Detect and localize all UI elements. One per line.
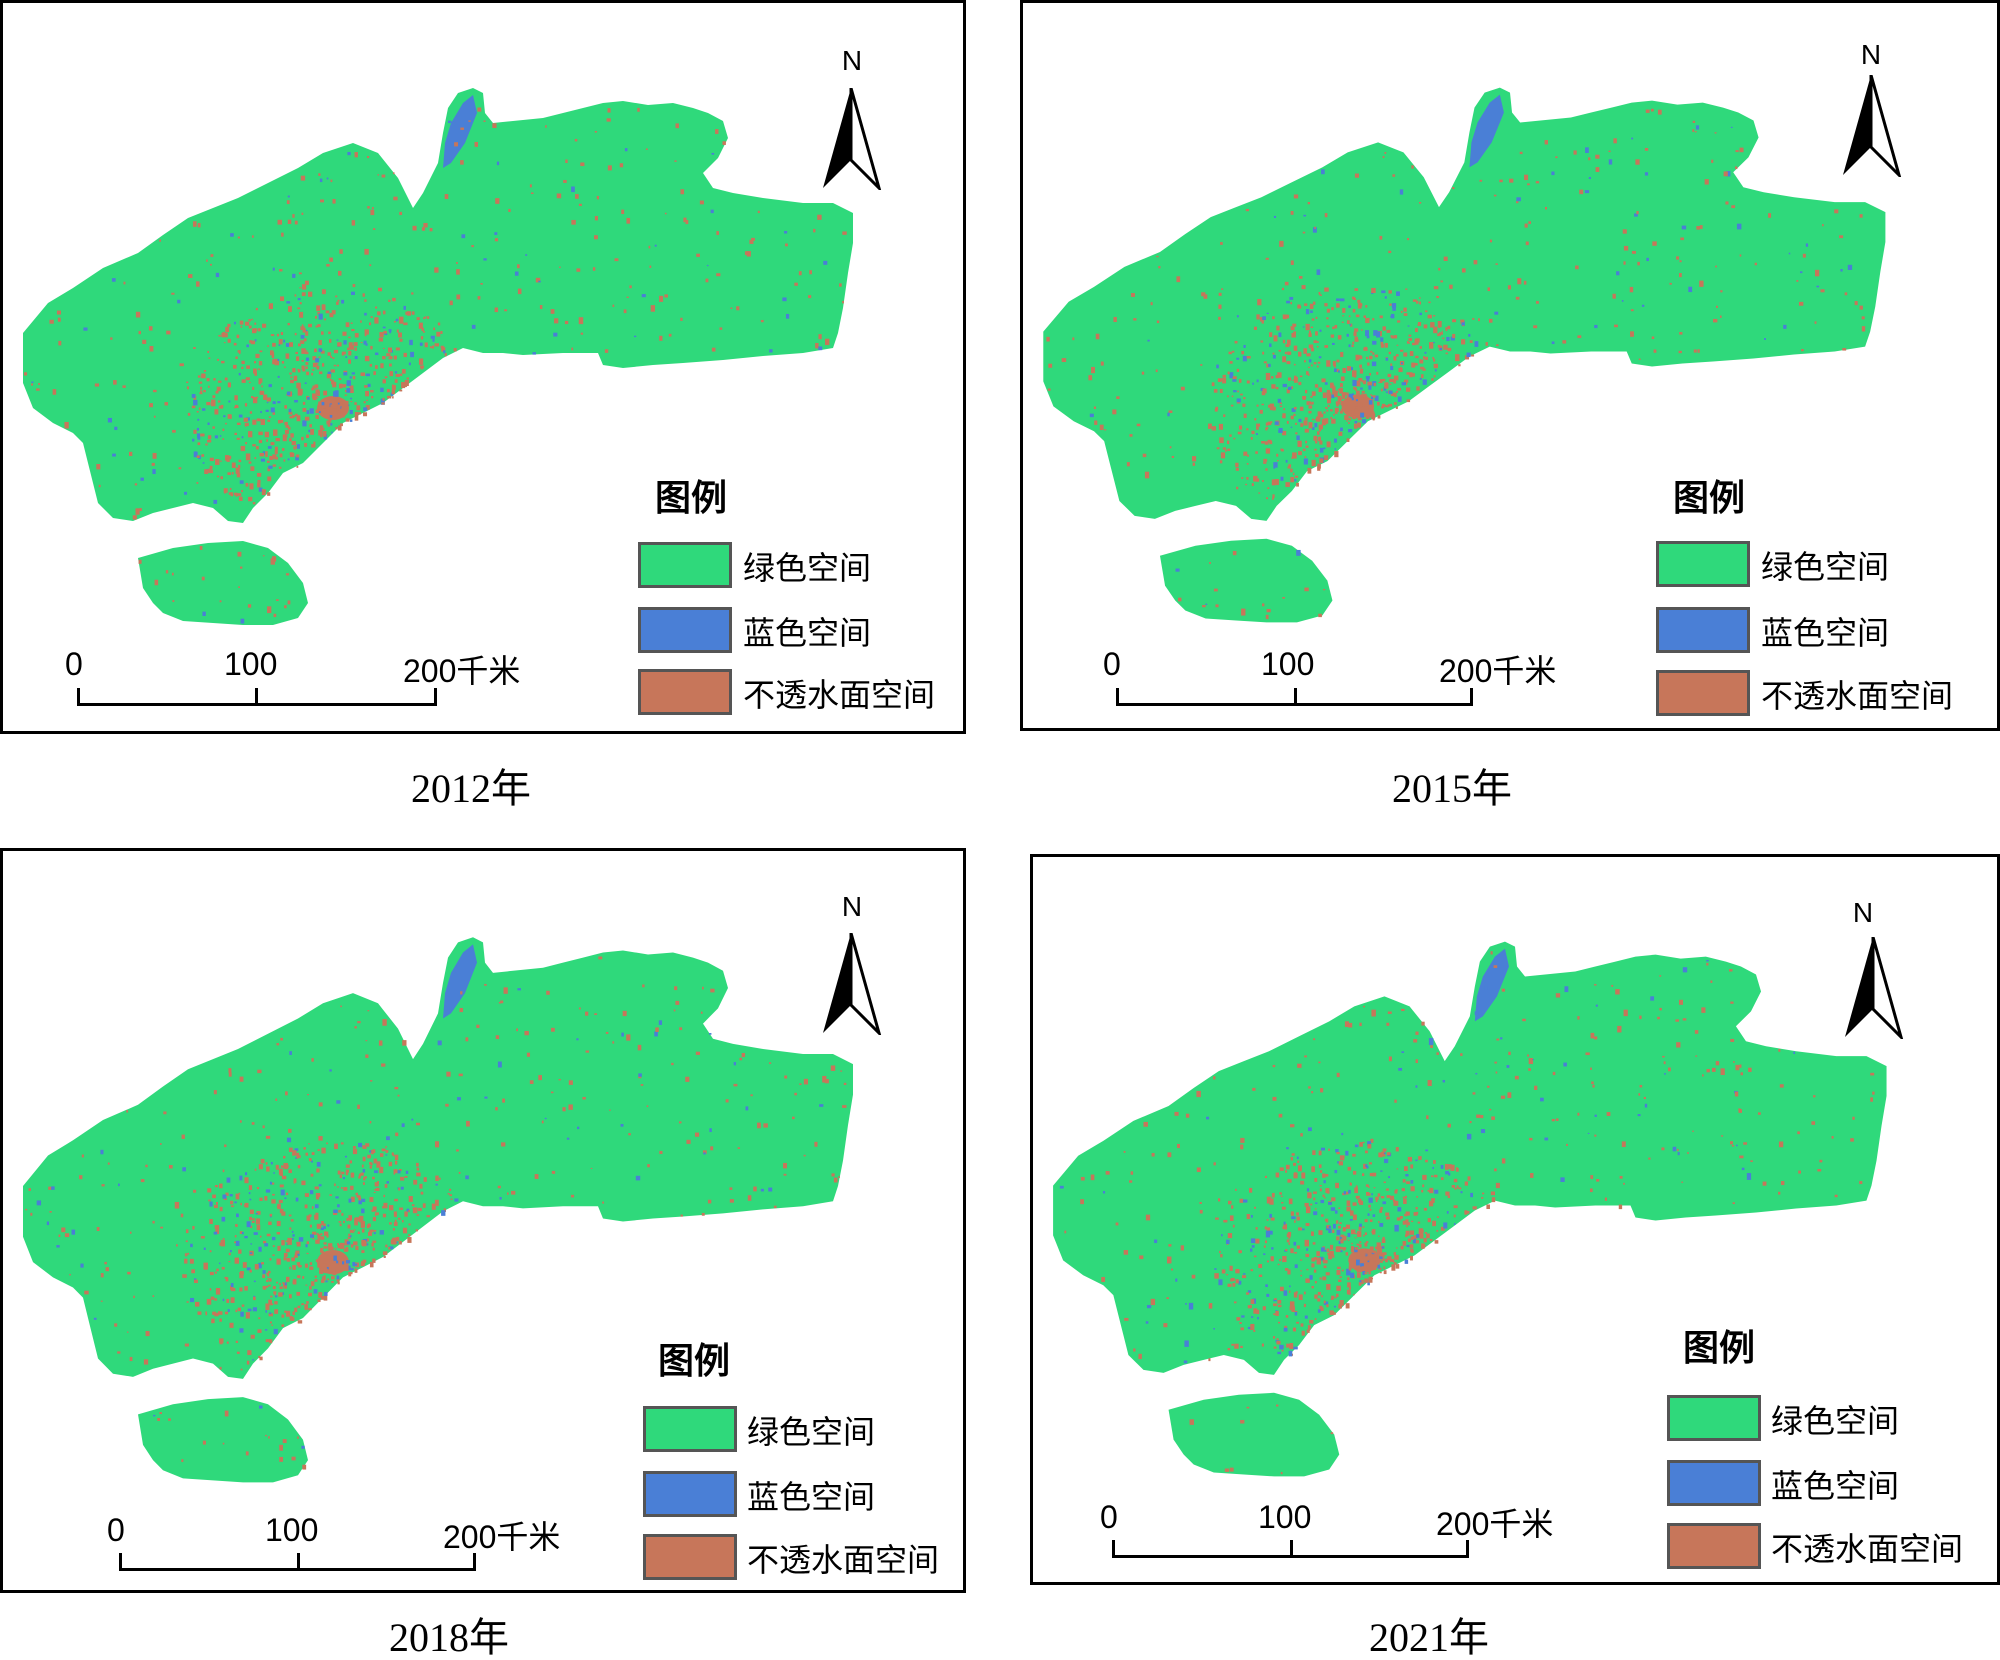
scale-tick-label-100: 100	[1258, 1499, 1312, 1535]
green-space-region	[23, 937, 853, 1379]
legend-label-blue: 蓝色空间	[747, 1478, 876, 1516]
north-label: N	[841, 45, 863, 76]
green-space-region-south	[138, 1397, 308, 1483]
scale-tick-label-0: 0	[1100, 1499, 1118, 1535]
panel-caption-2021: 2021年	[1369, 1615, 1489, 1660]
scale-tick-label-200: 200千米	[403, 653, 521, 689]
legend-swatch-impervious	[638, 669, 732, 715]
water-body	[443, 944, 477, 1019]
panel-caption-2012: 2012年	[411, 766, 531, 811]
legend-label-green: 绿色空间	[1771, 1402, 1900, 1440]
map-panel-2018: N 图例 绿色空间 蓝色空间 不透水面空间 0 100 200千米	[0, 848, 966, 1593]
legend-label-green: 绿色空间	[1761, 548, 1890, 586]
panel-caption-2015: 2015年	[1392, 766, 1512, 811]
legend-label-impervious: 不透水面空间	[1771, 1530, 1964, 1568]
legend-swatch-green	[1656, 541, 1750, 587]
land-cover-map	[23, 88, 853, 625]
legend-swatch-green	[638, 542, 732, 588]
north-label: N	[841, 891, 863, 922]
map-panel-2012: N 图例 绿色空间 蓝色空间 不透水面空间 0 100 200千米	[0, 0, 966, 734]
scale-tick-label-200: 200千米	[1439, 653, 1557, 689]
legend-swatch-impervious	[1656, 670, 1750, 716]
legend-label-blue: 蓝色空间	[743, 614, 872, 652]
legend-label-impervious: 不透水面空间	[747, 1541, 940, 1579]
green-space-region	[23, 88, 853, 523]
north-arrow-icon	[823, 88, 882, 190]
legend-title: 图例	[1683, 1328, 1756, 1369]
water-body	[1474, 948, 1509, 1022]
land-cover-speckles	[1059, 951, 1875, 1475]
land-cover-map	[23, 937, 853, 1483]
land-cover-speckles	[1046, 108, 1866, 620]
legend-swatch-blue	[638, 607, 732, 653]
scale-bar-tick	[77, 688, 80, 705]
green-space-region	[1043, 87, 1886, 521]
scale-bar-tick	[1470, 688, 1473, 705]
legend-swatch-green	[1667, 1395, 1761, 1441]
panel-caption-2018: 2018年	[389, 1615, 509, 1660]
land-cover-map	[1053, 941, 1887, 1477]
map-panel-2015: N 图例 绿色空间 蓝色空间 不透水面空间 0 100 200千米	[1020, 0, 2000, 731]
north-label: N	[1860, 39, 1882, 70]
scale-tick-label-200: 200千米	[1436, 1506, 1554, 1542]
water-body	[443, 95, 477, 168]
north-label: N	[1852, 897, 1874, 928]
scale-tick-label-0: 0	[1103, 646, 1121, 682]
scale-bar-tick	[1294, 688, 1297, 705]
scale-bar-tick	[1466, 1540, 1469, 1557]
scale-bar-tick	[297, 1553, 300, 1570]
legend-title: 图例	[658, 1341, 731, 1382]
green-space-region-south	[138, 541, 308, 625]
scale-bar-tick	[255, 688, 258, 705]
legend-swatch-blue	[1656, 607, 1750, 653]
legend-swatch-impervious	[643, 1534, 737, 1580]
scale-tick-label-100: 100	[1261, 646, 1315, 682]
legend-label-blue: 蓝色空间	[1761, 614, 1890, 652]
water-body	[1469, 94, 1504, 168]
green-space-region-south	[1168, 1392, 1340, 1477]
scale-tick-label-0: 0	[65, 646, 83, 682]
green-space-region	[1053, 941, 1887, 1375]
scale-bar-tick	[1290, 1540, 1293, 1557]
scale-tick-label-100: 100	[224, 646, 278, 682]
north-arrow-icon	[823, 933, 882, 1035]
land-cover-map	[1043, 87, 1886, 623]
scale-bar-tick	[1116, 688, 1119, 705]
legend-swatch-impervious	[1667, 1523, 1761, 1569]
legend-label-impervious: 不透水面空间	[1761, 677, 1954, 715]
legend-label-green: 绿色空间	[747, 1413, 876, 1451]
north-arrow-icon	[1845, 937, 1904, 1039]
scale-bar-tick	[434, 688, 437, 705]
legend-title: 图例	[655, 478, 728, 519]
legend-label-blue: 蓝色空间	[1771, 1467, 1900, 1505]
legend-swatch-blue	[1667, 1460, 1761, 1506]
scale-tick-label-100: 100	[265, 1512, 319, 1548]
map-panel-2021: N 图例 绿色空间 蓝色空间 不透水面空间 0 100 200千米	[1030, 854, 2000, 1585]
land-cover-speckles	[25, 956, 847, 1470]
legend-swatch-blue	[643, 1471, 737, 1517]
scale-bar-tick	[119, 1553, 122, 1570]
scale-tick-label-0: 0	[107, 1512, 125, 1548]
north-arrow-icon	[1843, 75, 1902, 177]
green-space-region-south	[1159, 538, 1333, 623]
legend-swatch-green	[643, 1406, 737, 1452]
legend-label-green: 绿色空间	[743, 549, 872, 587]
scale-bar-tick	[1112, 1540, 1115, 1557]
land-cover-speckles	[23, 107, 847, 624]
scale-bar-tick	[473, 1553, 476, 1570]
legend-title: 图例	[1673, 478, 1746, 519]
legend-label-impervious: 不透水面空间	[743, 676, 936, 714]
scale-tick-label-200: 200千米	[443, 1519, 561, 1555]
